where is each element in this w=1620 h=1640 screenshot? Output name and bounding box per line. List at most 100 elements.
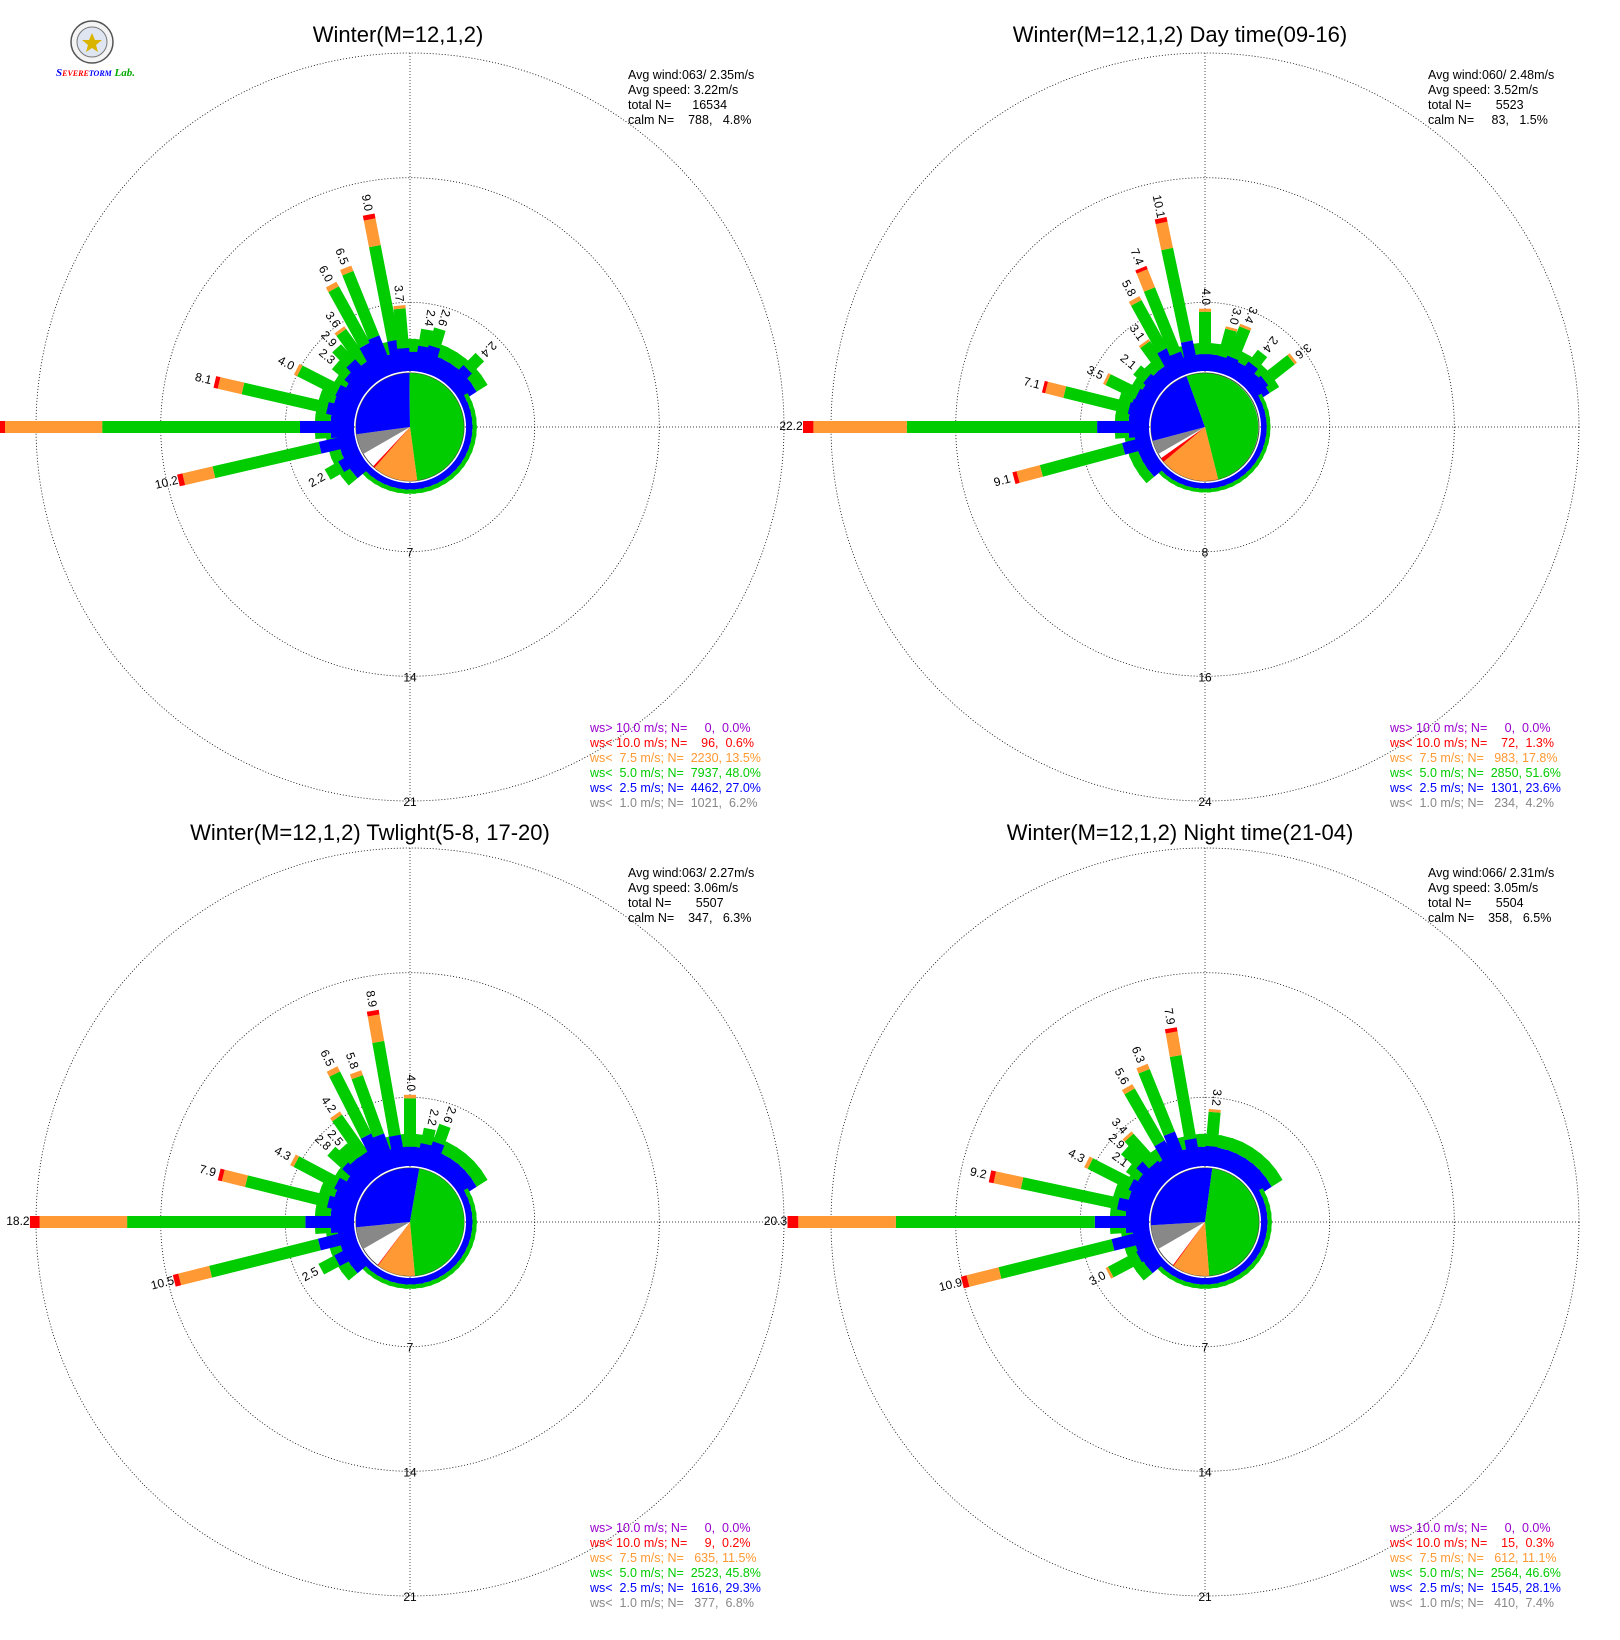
bar-segment [332,344,356,368]
bar-segment [342,1160,373,1189]
bar-value-label: 22.2 [779,419,803,433]
legend-entry-gt10: ws> 10.0 m/s; N= 0, 0.0% [589,721,751,735]
legend-entry-gt10: ws> 10.0 m/s; N= 0, 0.0% [1389,721,1551,735]
bar-segment [369,245,400,342]
bar-segment [1122,435,1153,455]
bar-value-label: 4.3 [272,1143,294,1163]
polar-grid: 7 14 21 [830,847,1580,1604]
bar-segment [1220,355,1239,378]
bar-segment [344,370,371,396]
bar-segment [1217,328,1237,359]
bar-segment [293,363,303,377]
bar-value-label: 4.0 [276,353,298,373]
pie-slice-lt5 [1205,1168,1259,1276]
bar-segment [1041,380,1048,394]
bar-segment [1140,341,1167,372]
legend-entry-lt5: ws< 5.0 m/s; N= 2850, 51.6% [1389,766,1561,780]
bar-segment [351,1075,385,1138]
bar-segment [1180,340,1200,374]
bar-segment [213,376,221,389]
polar-grid: 7 14 21 [35,847,785,1604]
bar-segment [326,1066,340,1077]
bar-segment [178,1265,212,1286]
bar-segment [172,1273,182,1287]
bar-value-label: 4.2 [318,1094,339,1116]
legend-entry-lt5: ws< 5.0 m/s; N= 2523, 45.8% [589,1566,761,1580]
bar-segment [342,270,380,340]
bar-segment [1161,247,1193,343]
bar-segment [464,366,482,384]
logo-text-part: S [56,67,62,79]
bar-segment [1239,323,1252,331]
bar-value-label: 2.4 [478,338,500,360]
ring-label: 14 [403,1465,417,1479]
bar-segment [1150,369,1171,391]
total-n-text: total N= 5507 [628,896,724,910]
bar-value-label: 2.1 [1117,351,1139,373]
bar-segment [1239,1163,1261,1186]
bar-segment [470,1169,488,1187]
bar-segment [1135,265,1148,274]
bar-value-label: 4.0 [1199,288,1213,305]
bar-segment [1227,326,1251,361]
logo-text: SEVERETORM Lab. [56,67,135,79]
bar-segment [1128,1179,1158,1202]
avg-speed-text: Avg speed: 3.52m/s [1428,83,1538,97]
bar-segment [423,1141,445,1172]
bar-segment [357,1151,383,1180]
bar-segment [372,1040,401,1137]
bar-segment [420,345,441,376]
ring-label: 14 [403,670,417,684]
bar-segment [813,421,907,433]
bar-segment [449,1147,467,1165]
legend-entry-lt7-5: ws< 7.5 m/s; N= 612, 11.1% [1389,1551,1557,1565]
bar-value-label: 10.5 [149,1273,175,1292]
bar-segment [363,218,381,248]
bar-segment [1259,1161,1277,1179]
bar-segment [1225,326,1238,332]
bar-value-label: 10.2 [154,473,180,492]
pie-slice-lt2-5 [1150,376,1205,441]
chart-title: Winter(M=12,1,2) [313,22,484,47]
bar-segment [334,1177,364,1201]
bar-segment [362,213,376,221]
bar-value-label: 5.8 [1119,277,1139,299]
bar-segment [1226,1153,1247,1176]
legend-entry-lt1: ws< 1.0 m/s; N= 234, 4.2% [1389,796,1554,810]
bar-segment [1199,354,1211,371]
bar-segment [404,1098,416,1142]
bar-segment [334,1243,364,1267]
bar-segment [340,265,354,276]
bar-value-label: 18.2 [6,1214,30,1228]
bar-segment [1208,1108,1221,1113]
pie-slice-lt1 [1151,1222,1205,1249]
bar-value-label: 3.0 [1087,1268,1109,1288]
stats-block: Avg wind:060/ 2.48m/s Avg speed: 3.52m/s… [1428,68,1554,127]
bar-segment [290,1154,300,1167]
bar-segment [1205,1111,1221,1147]
bar-segment [449,352,467,370]
legend-entry-lt2-5: ws< 2.5 m/s; N= 1616, 29.3% [589,1581,761,1595]
bar-segment [1125,1162,1146,1181]
bar-segment [1020,1177,1120,1210]
bar-segment [1138,1171,1164,1194]
bar-value-label: 9.2 [969,1164,989,1181]
ring-label: 21 [1198,1590,1212,1604]
legend: ws> 10.0 m/s; N= 0, 0.0% ws< 10.0 m/s; N… [1389,1521,1561,1610]
legend-entry-lt10: ws< 10.0 m/s; N= 15, 0.3% [1389,1536,1554,1550]
legend-entry-lt1: ws< 1.0 m/s; N= 1021, 6.2% [589,796,757,810]
bar-segment [438,362,460,386]
total-n-text: total N= 5504 [1428,896,1524,910]
grid-ring [160,177,660,677]
bar-value-label: 6.3 [1129,1044,1148,1065]
speed-pie [1150,372,1260,482]
total-n-text: total N= 5523 [1428,98,1524,112]
bar-value-label: 3.4 [1241,305,1260,326]
bar-segment [1121,1145,1145,1169]
bar-value-label: 4.3 [1066,1146,1088,1166]
calm-n-text: calm N= 347, 6.3% [628,911,751,925]
grid-ring [955,972,1455,1472]
bar-segment [1136,1159,1168,1189]
bar-segment [397,347,412,372]
